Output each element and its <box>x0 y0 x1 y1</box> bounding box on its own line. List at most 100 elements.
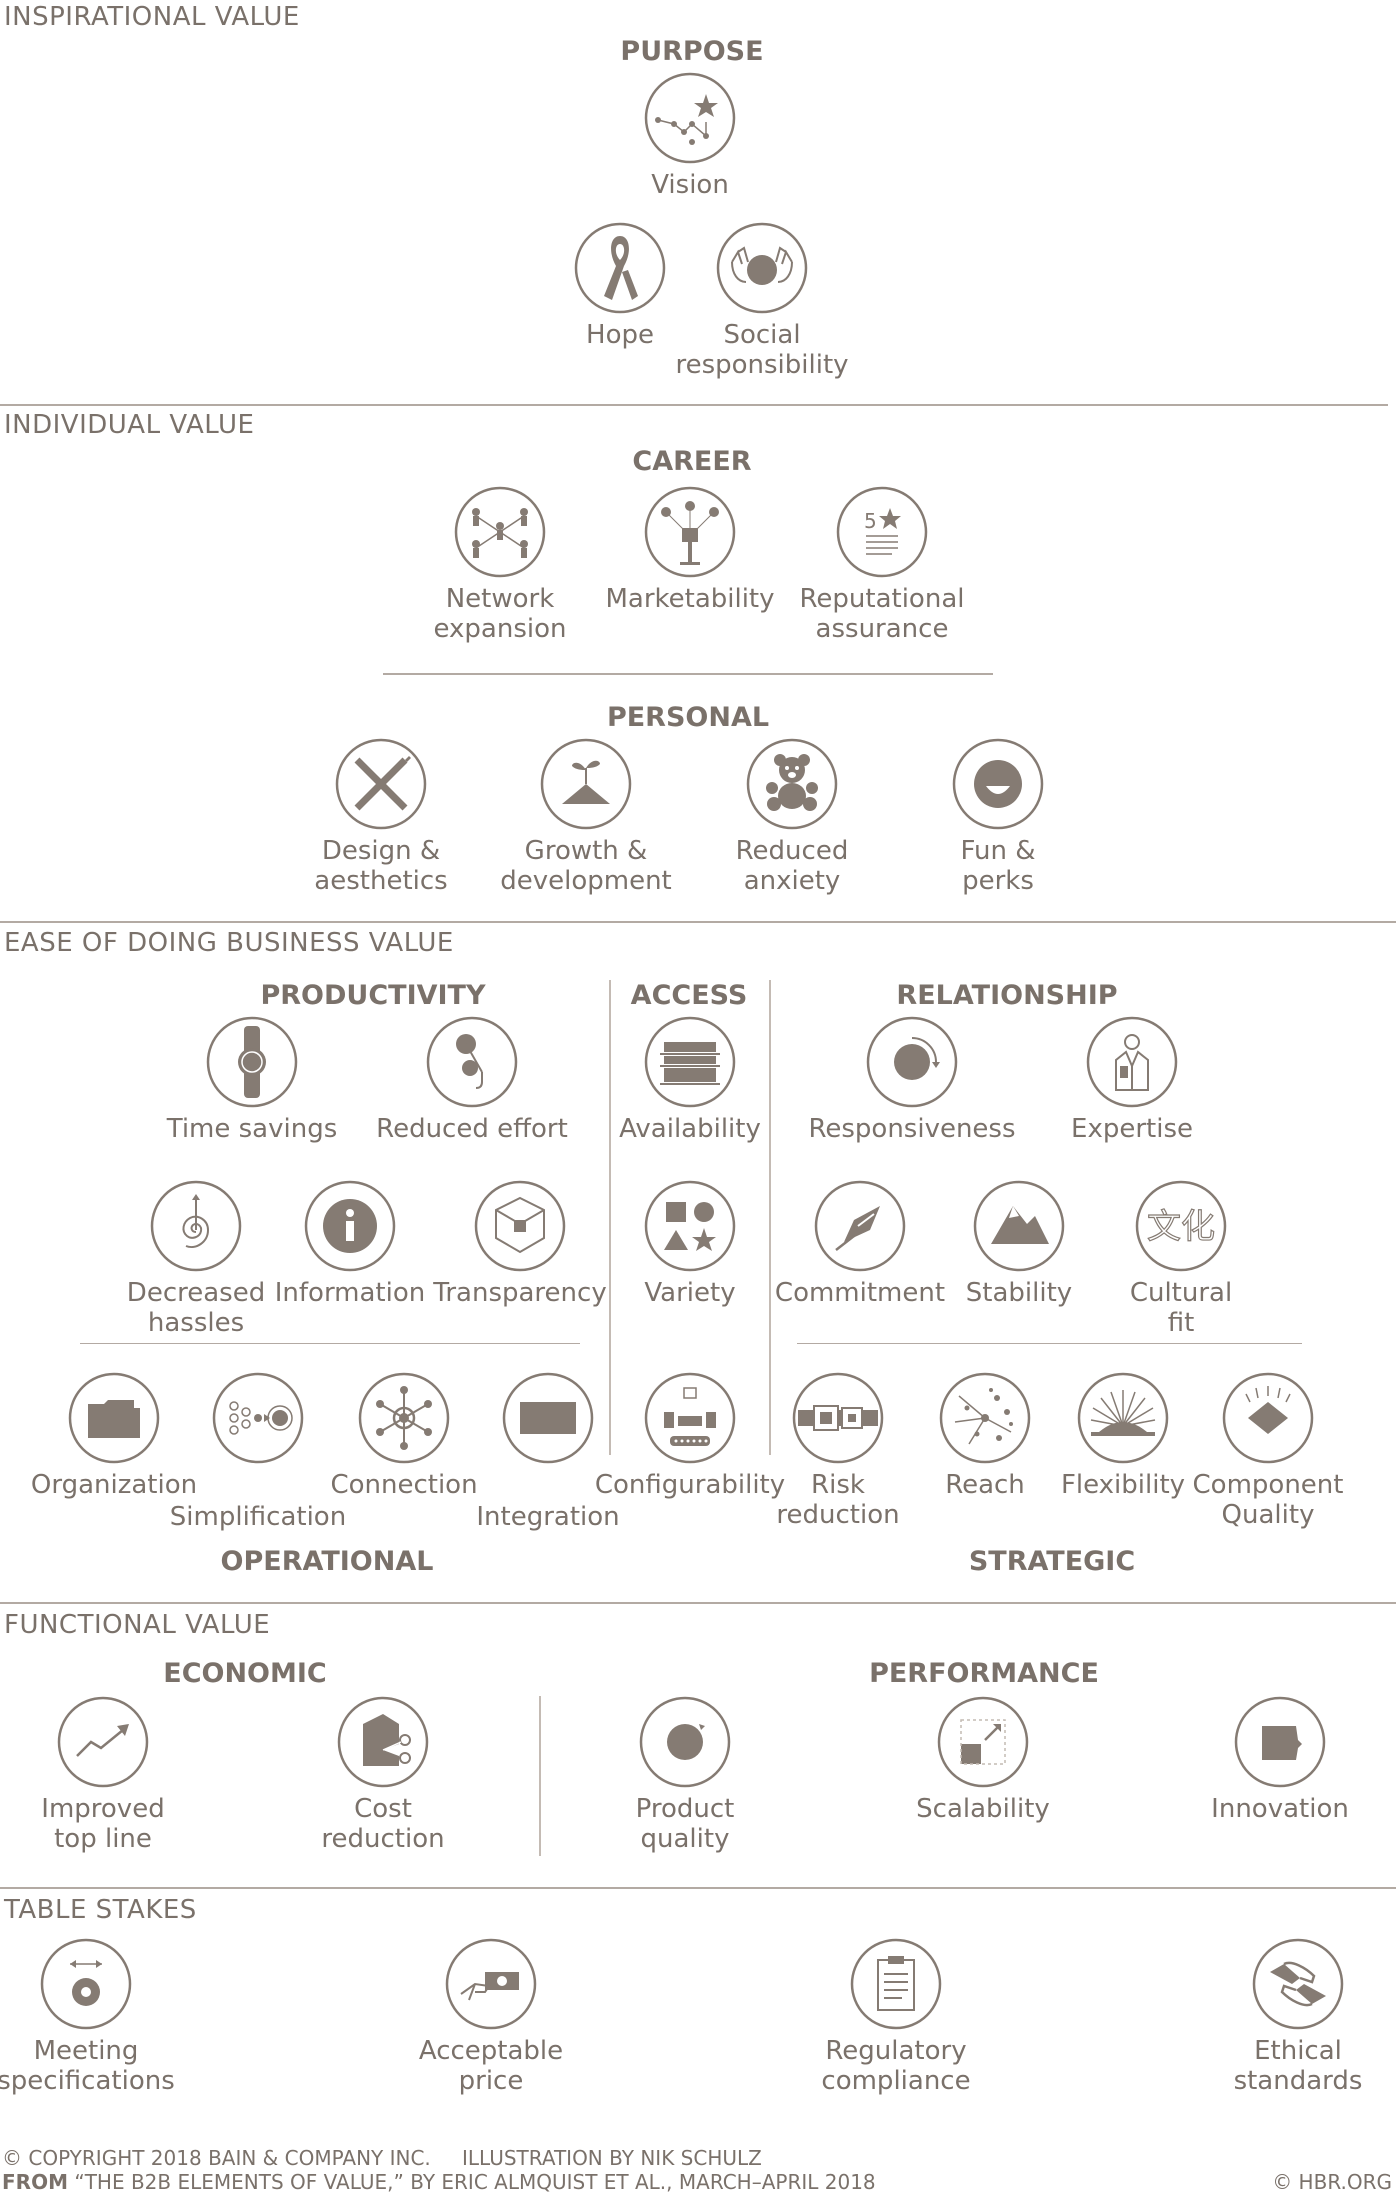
divider-productivity-operational <box>80 1343 580 1344</box>
divider-functional <box>0 1887 1396 1889</box>
scissors-cut-icon <box>337 1696 429 1788</box>
footer-illustration: ILLUSTRATION BY NIK SCHULZ <box>462 2146 762 2170</box>
element-improved-top-line: Improved top line <box>0 1696 213 1854</box>
label-acceptable-price: Acceptable price <box>418 2036 564 2096</box>
label-social-responsibility: Social responsibility <box>675 320 849 380</box>
section-individual: INDIVIDUAL VALUE <box>4 410 255 440</box>
element-decreased-hassles: Decreased hassles <box>86 1180 306 1338</box>
element-vision: Vision <box>580 72 800 200</box>
label-reach: Reach <box>945 1470 1025 1500</box>
footer-site: © HBR.ORG <box>1272 2170 1392 2194</box>
element-integration: Integration <box>438 1372 658 1532</box>
category-access: ACCESS <box>630 980 748 1011</box>
element-cost-reduction: Cost reduction <box>273 1696 493 1854</box>
label-improved-top-line: Improved top line <box>41 1794 165 1854</box>
dots-funnel-icon <box>212 1372 304 1464</box>
sprout-mound-icon <box>540 738 632 830</box>
element-fun-perks: Fun & perks <box>888 738 1108 896</box>
pencil-ruler-icon <box>335 738 427 830</box>
category-relationship: RELATIONSHIP <box>896 980 1118 1011</box>
element-social-responsibility: Social responsibility <box>632 222 892 380</box>
folders-icon <box>68 1372 160 1464</box>
label-commitment: Commitment <box>774 1278 946 1308</box>
hand-money-icon <box>445 1938 537 2030</box>
section-ease: EASE OF DOING BUSINESS VALUE <box>4 928 454 958</box>
info-icon <box>304 1180 396 1272</box>
label-stability: Stability <box>965 1278 1073 1308</box>
label-variety: Variety <box>644 1278 736 1308</box>
element-connection: Connection <box>294 1372 514 1500</box>
element-responsiveness: Responsiveness <box>782 1016 1042 1144</box>
divider-individual <box>0 921 1396 923</box>
label-reduced-anxiety: Reduced anxiety <box>735 836 849 896</box>
label-responsiveness: Responsiveness <box>808 1114 1016 1144</box>
element-innovation: Innovation <box>1170 1696 1390 1824</box>
scatter-burst-icon <box>939 1372 1031 1464</box>
hands-globe-icon <box>716 222 808 314</box>
label-flexibility: Flexibility <box>1060 1470 1186 1500</box>
label-expertise: Expertise <box>1071 1114 1193 1144</box>
footer-from-text: “THE B2B ELEMENTS OF VALUE,” BY ERIC ALM… <box>74 2170 876 2194</box>
element-reduced-effort: Reduced effort <box>362 1016 582 1144</box>
seatbelt-buckle-icon <box>792 1372 884 1464</box>
ribbon-icon <box>574 222 666 314</box>
category-productivity: PRODUCTIVITY <box>260 980 486 1011</box>
label-network-expansion: Network expansion <box>433 584 567 644</box>
element-hope: Hope <box>510 222 730 350</box>
label-meeting-specifications: Meeting specifications <box>0 2036 175 2096</box>
five-star-rating-icon: 5 <box>836 486 928 578</box>
label-reputational-assurance: Reputational assurance <box>799 584 965 644</box>
spiral-icon <box>150 1180 242 1272</box>
element-commitment: Commitment <box>750 1180 970 1308</box>
label-ethical-standards: Ethical standards <box>1233 2036 1363 2096</box>
glass-cube-icon <box>474 1180 566 1272</box>
divider-relationship-strategic <box>797 1343 1302 1344</box>
label-growth-development: Growth & development <box>500 836 672 896</box>
element-flexibility: Flexibility <box>1013 1372 1233 1500</box>
footer-source: FROM “THE B2B ELEMENTS OF VALUE,” BY ERI… <box>2 2170 876 2194</box>
section-functional: FUNCTIONAL VALUE <box>4 1610 271 1640</box>
element-regulatory-compliance: Regulatory compliance <box>786 1938 1006 2096</box>
element-transparency: Transparency <box>410 1180 630 1308</box>
resize-square-icon <box>937 1696 1029 1788</box>
label-time-savings: Time savings <box>166 1114 338 1144</box>
filled-rectangle-icon <box>502 1372 594 1464</box>
element-risk-reduction: Risk reduction <box>728 1372 948 1530</box>
element-marketability: Marketability <box>580 486 800 614</box>
element-acceptable-price: Acceptable price <box>381 1938 601 2096</box>
category-operational: OPERATIONAL <box>220 1546 434 1577</box>
label-information: Information <box>274 1278 426 1308</box>
element-configurability: Configurability <box>560 1372 820 1500</box>
element-design-aesthetics: Design & aesthetics <box>271 738 491 896</box>
label-reduced-effort: Reduced effort <box>376 1114 568 1144</box>
wristwatch-icon <box>206 1016 298 1108</box>
label-risk-reduction: Risk reduction <box>776 1470 900 1530</box>
quill-pen-icon <box>814 1180 906 1272</box>
microchip-icon <box>1222 1372 1314 1464</box>
divider-inspirational <box>0 404 1388 406</box>
element-simplification: Simplification <box>128 1372 388 1532</box>
divider-economic-performance <box>539 1696 541 1856</box>
culture-characters-icon: 文化 <box>1135 1180 1227 1272</box>
sunburst-icon <box>1077 1372 1169 1464</box>
element-information: Information <box>240 1180 460 1308</box>
hub-network-icon <box>358 1372 450 1464</box>
clipboard-icon <box>850 1938 942 2030</box>
section-table-stakes: TABLE STAKES <box>4 1895 197 1925</box>
label-organization: Organization <box>30 1470 198 1500</box>
circular-arrow-icon <box>866 1016 958 1108</box>
teddy-bear-icon <box>746 738 838 830</box>
innovation-shape-icon <box>1234 1696 1326 1788</box>
element-meeting-specifications: Meeting specifications <box>0 1938 216 2096</box>
spotlight-podium-icon <box>644 486 736 578</box>
circuit-board-icon <box>644 1372 736 1464</box>
category-personal: PERSONAL <box>606 702 770 733</box>
label-simplification: Simplification <box>169 1502 347 1532</box>
store-shelf-icon <box>644 1016 736 1108</box>
section-inspirational: INSPIRATIONAL VALUE <box>4 2 300 32</box>
label-cultural-fit: Cultural fit <box>1129 1278 1233 1338</box>
svg-text:文化: 文化 <box>1147 1207 1215 1247</box>
element-time-savings: Time savings <box>142 1016 362 1144</box>
network-people-icon <box>454 486 546 578</box>
label-configurability: Configurability <box>594 1470 786 1500</box>
